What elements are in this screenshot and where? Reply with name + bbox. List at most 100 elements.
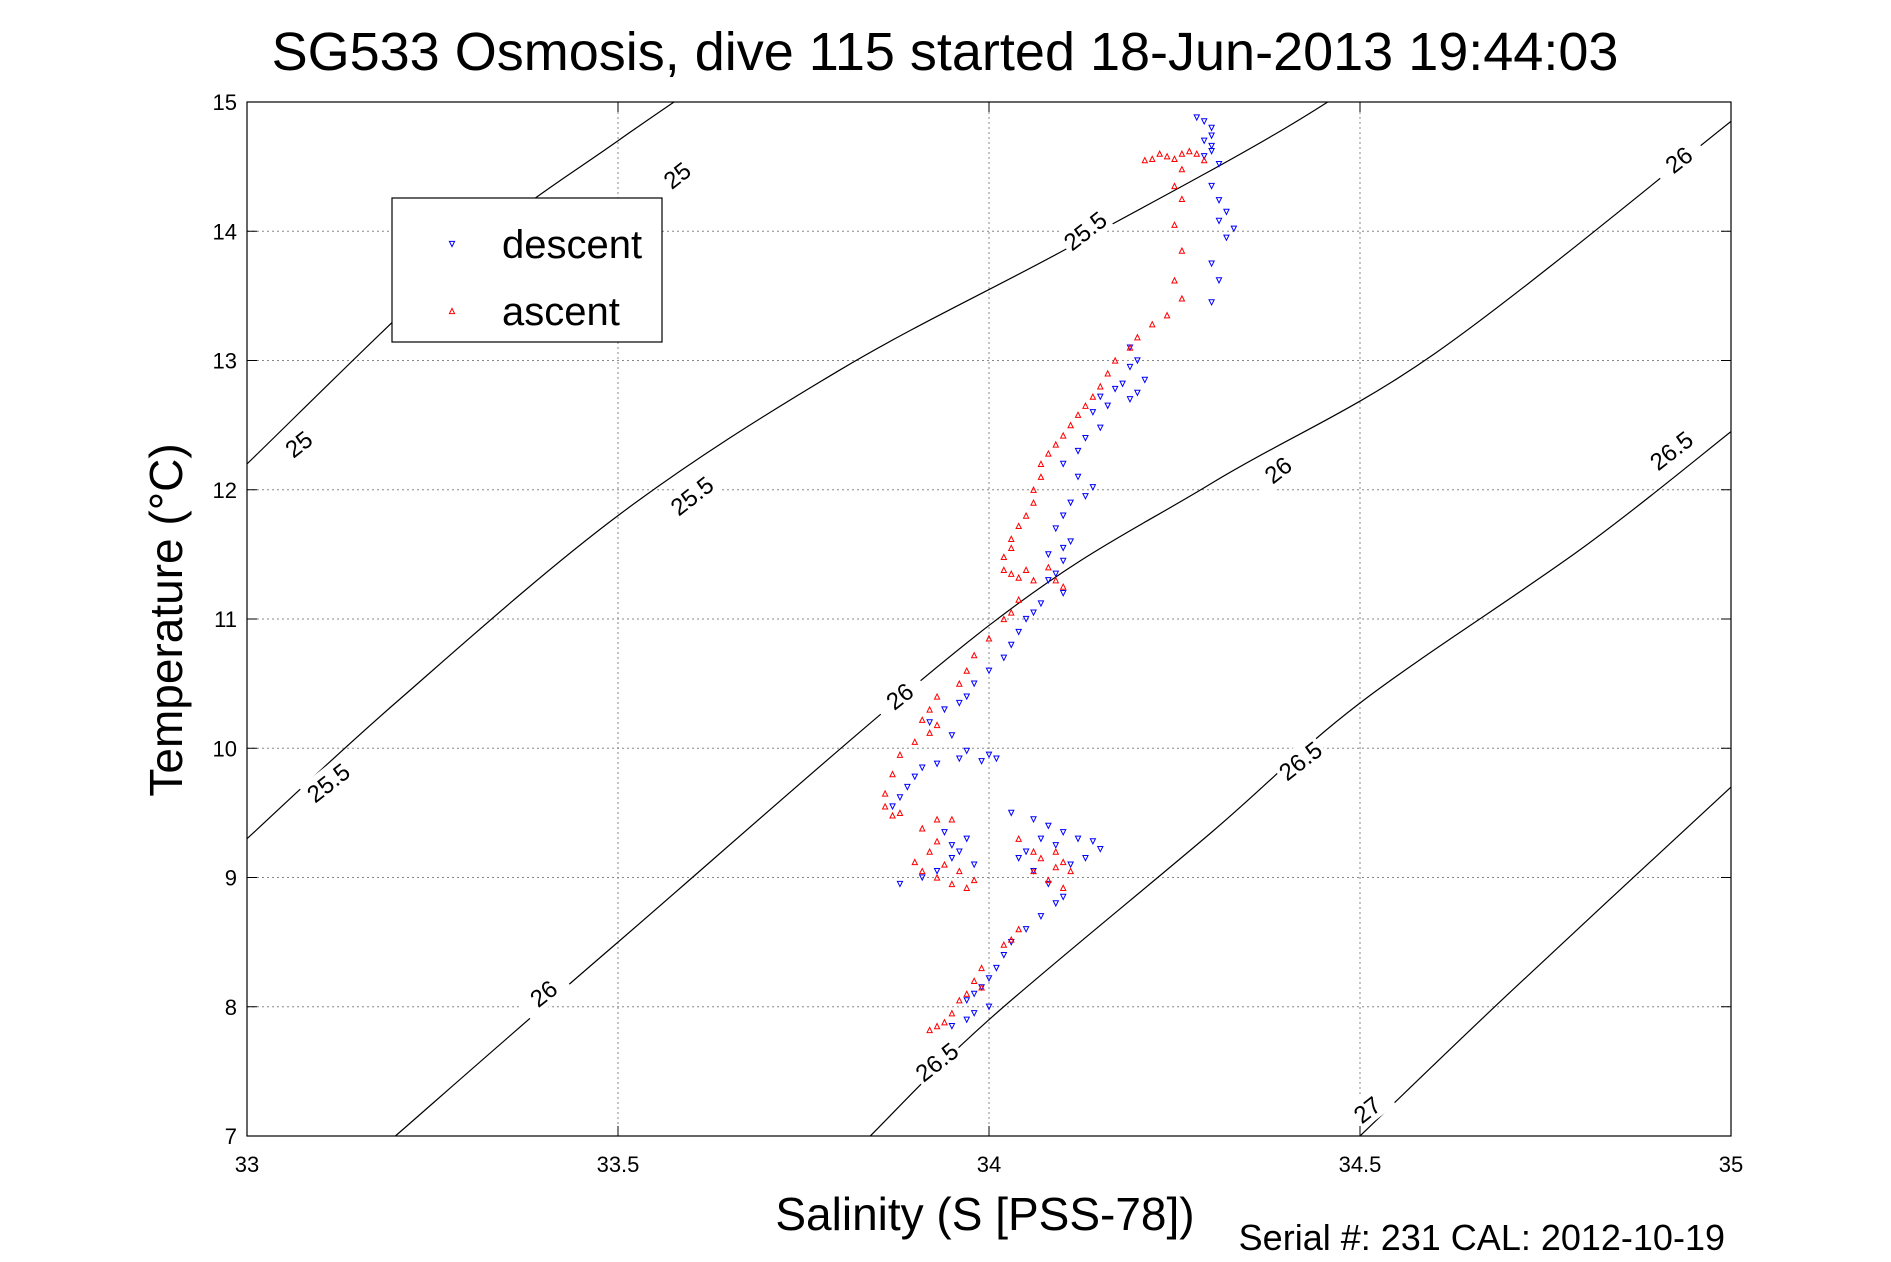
descent-point — [933, 867, 941, 875]
ascent-point — [1171, 182, 1178, 190]
ascent-point — [941, 1018, 948, 1026]
ascent-point — [1163, 311, 1171, 319]
contour-label-bg — [1055, 203, 1114, 258]
x-tick-label: 33 — [235, 1152, 259, 1177]
ascent-point — [918, 716, 926, 723]
x-tick-label: 33.5 — [597, 1152, 640, 1177]
descent-point — [963, 693, 971, 701]
descent-point — [1230, 225, 1238, 233]
ascent-point — [896, 750, 904, 758]
descent-point — [1200, 118, 1208, 126]
ascent-point — [1030, 498, 1037, 506]
ascent-point — [881, 802, 889, 810]
ascent-point — [1030, 576, 1037, 584]
descent-point — [1052, 525, 1060, 533]
contour-line-26 — [395, 120, 1731, 1136]
ascent-point — [963, 884, 971, 891]
descent-point — [1000, 951, 1008, 959]
ascent-point — [1022, 511, 1030, 519]
ascent-point — [926, 705, 934, 713]
contour-label-bg — [298, 755, 358, 810]
ascent-point — [918, 824, 926, 832]
descent-point — [1037, 913, 1045, 920]
ascent-point — [1059, 884, 1067, 891]
contour-label-bg — [514, 965, 573, 1021]
ascent-point — [1096, 382, 1104, 390]
descent-point — [1030, 609, 1037, 617]
contour-label-bg — [647, 147, 706, 202]
descent-point — [1044, 551, 1052, 559]
contour-label-bg — [870, 668, 929, 723]
ascent-point — [1052, 576, 1060, 584]
descent-point — [1059, 590, 1067, 597]
ascent-point — [970, 977, 978, 984]
ascent-point — [896, 809, 904, 816]
descent-point — [1044, 880, 1052, 888]
descent-point — [963, 997, 971, 1005]
descent-point — [970, 680, 978, 688]
descent-point — [1089, 838, 1097, 846]
serial-cal-footer: Serial #: 231 CAL: 2012-10-19 — [1239, 1217, 1725, 1258]
descent-point — [1223, 208, 1230, 216]
descent-point — [1022, 848, 1030, 856]
ascent-point — [1007, 544, 1015, 552]
descent-point — [1126, 363, 1134, 371]
descent-point — [1133, 357, 1141, 365]
ascent-point — [1059, 582, 1067, 590]
y-tick-label: 10 — [213, 736, 237, 761]
descent-point — [911, 773, 919, 781]
ascent-point — [1178, 246, 1186, 254]
ascent-point — [985, 634, 993, 642]
ascent-point — [1044, 876, 1052, 884]
ascent-point — [1052, 440, 1060, 448]
contour-label-bg — [1248, 442, 1307, 497]
descent-point — [1208, 299, 1216, 307]
ascent-point — [1059, 858, 1067, 866]
descent-point — [941, 829, 948, 836]
legend-marker-ascent — [448, 307, 456, 315]
descent-point — [948, 732, 956, 740]
descent-point — [1030, 816, 1037, 824]
ascent-point — [1015, 595, 1023, 603]
descent-point — [896, 880, 904, 888]
descent-point — [918, 874, 926, 882]
descent-point — [1044, 577, 1052, 584]
ascent-point — [1178, 294, 1186, 302]
descent-point — [926, 719, 934, 727]
descent-point — [1096, 393, 1104, 401]
y-tick-label: 9 — [225, 866, 237, 891]
ascent-point — [1178, 195, 1186, 203]
contour-label-bg — [662, 468, 721, 523]
ascent-point — [1126, 343, 1134, 351]
x-tick-label: 34 — [977, 1152, 1001, 1177]
descent-point — [985, 667, 993, 675]
ascent-point — [948, 880, 956, 888]
ascent-point — [1000, 940, 1008, 948]
contour-label-bg — [1641, 423, 1701, 478]
descent-point — [948, 1023, 956, 1030]
descent-point — [1215, 277, 1223, 285]
descent-point — [1067, 538, 1075, 546]
ascent-point — [978, 964, 985, 972]
ascent-point — [1200, 156, 1208, 164]
ascent-point — [1163, 152, 1171, 160]
descent-point — [941, 706, 948, 714]
descent-point — [963, 747, 971, 755]
descent-point — [1059, 512, 1067, 520]
descent-point — [1089, 409, 1097, 416]
chart-title: SG533 Osmosis, dive 115 started 18-Jun-2… — [272, 22, 1619, 82]
ascent-point — [1171, 221, 1178, 228]
descent-point — [1082, 855, 1089, 862]
ascent-point — [970, 876, 978, 884]
data-points — [881, 114, 1238, 1034]
descent-point — [948, 842, 956, 849]
descent-point — [985, 751, 993, 759]
descent-point — [1007, 809, 1015, 817]
ticks: 33 33.5 34 34.5 35 7 8 9 10 11 12 13 14 15 — [213, 90, 1744, 1177]
ascent-point — [1148, 320, 1156, 328]
ascent-point — [1185, 147, 1193, 155]
descent-point — [1052, 842, 1060, 849]
ascent-point — [1133, 333, 1141, 341]
descent-point — [963, 835, 971, 843]
ascent-point — [970, 651, 978, 659]
